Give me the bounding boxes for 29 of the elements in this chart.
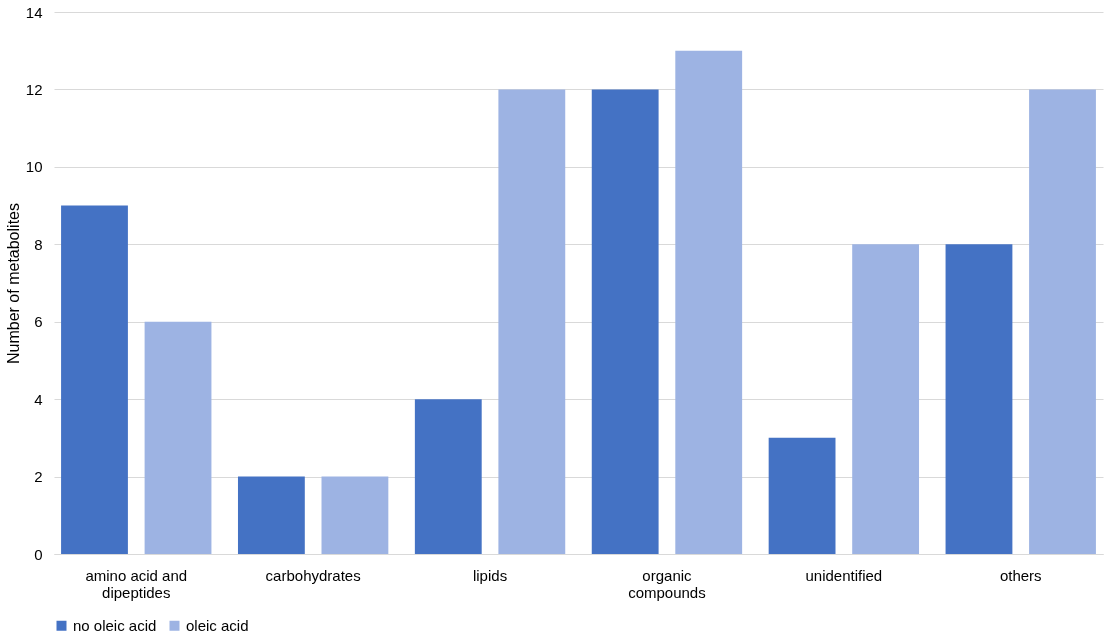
y-tick-label: 2 [34, 468, 43, 486]
legend-label: no oleic acid [73, 616, 157, 634]
legend-label: oleic acid [186, 616, 249, 634]
y-tick-label: 0 [34, 545, 43, 563]
bar [61, 205, 128, 554]
y-tick-label: 4 [34, 390, 43, 408]
y-tick-label: 14 [25, 3, 43, 21]
bar [498, 89, 566, 554]
x-tick-label: unidentified [805, 566, 883, 584]
x-tick-label: organic compounds [628, 566, 706, 601]
bar [144, 321, 212, 554]
y-tick-label: 6 [34, 313, 43, 331]
bar [675, 50, 743, 554]
bar [768, 437, 836, 554]
x-tick-label: others [999, 566, 1042, 584]
y-axis-title: Number of metabolites [4, 203, 22, 364]
y-tick-label: 10 [25, 158, 43, 176]
bar [237, 476, 305, 554]
y-tick-label: 8 [34, 235, 43, 253]
bar [852, 244, 920, 554]
bar [945, 244, 1013, 554]
bar [321, 476, 389, 554]
bar [414, 399, 482, 554]
x-tick-label: lipids [472, 566, 508, 584]
x-tick-label: amino acid and dipeptides [85, 566, 188, 601]
x-tick-label: carbohydrates [265, 566, 361, 584]
bar [1029, 89, 1096, 554]
y-tick-label: 12 [25, 80, 43, 98]
bar [591, 89, 659, 554]
